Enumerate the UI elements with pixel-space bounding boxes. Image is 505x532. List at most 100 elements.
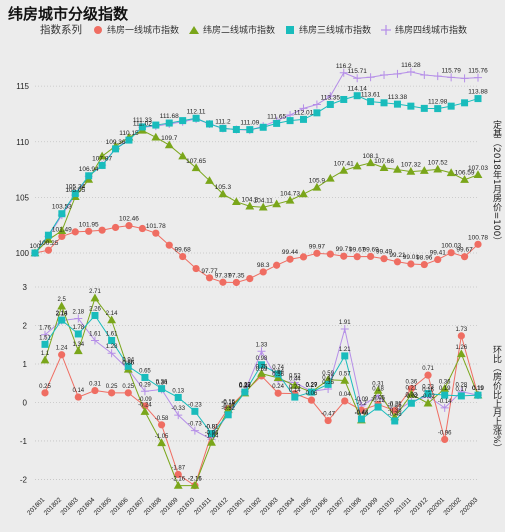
bottom-point-tier1	[124, 389, 132, 397]
top-point-tier2	[419, 166, 429, 174]
bottom-point-tier1	[307, 396, 316, 404]
bottom-data-label-tier4: -0.73	[188, 422, 202, 428]
top-data-label-tier3: 105.34	[65, 184, 85, 191]
bottom-data-label-tier3: -0.23	[188, 402, 202, 408]
bottom-point-tier3	[91, 311, 99, 319]
top-point-tier3	[58, 210, 66, 218]
top-data-label-tier3: 109.36	[106, 139, 126, 146]
bottom-data-label-tier3: 0.13	[172, 388, 184, 394]
bottom-point-tier2	[406, 389, 416, 398]
top-point-tier4	[433, 72, 442, 81]
top-data-label-tier1: 97.77	[201, 268, 218, 275]
top-data-label-tier3: 113.35	[321, 94, 341, 101]
top-point-tier3	[353, 92, 361, 100]
bottom-data-label-tier4: -0.33	[171, 406, 185, 412]
top-point-tier1	[299, 253, 308, 261]
bottom-data-label-tier3: 0.47	[322, 375, 334, 381]
bottom-point-tier1	[341, 397, 349, 405]
bottom-data-label-tier3: 0.36	[156, 380, 168, 386]
top-data-label-tier2: 109.7	[161, 135, 178, 142]
bottom-point-tier4	[440, 403, 449, 412]
top-data-label-tier1: 98.96	[416, 255, 433, 262]
bottom-data-label-tier3: -0.48	[388, 412, 402, 418]
bottom-data-label-tier1: 0.71	[422, 366, 434, 372]
bottom-point-tier4	[190, 426, 199, 435]
bottom-point-tier3	[441, 391, 449, 399]
top-point-tier1	[313, 249, 321, 257]
bottom-point-tier3	[357, 415, 365, 423]
bottom-data-label-tier2: 2.71	[89, 289, 101, 295]
top-data-label-tier1: 99.69	[362, 246, 379, 253]
bottom-data-label-tier1: -0.2	[356, 401, 367, 407]
top-point-tier2	[393, 164, 402, 173]
circle-marker-icon	[94, 25, 102, 34]
top-data-label-tier1: 101.78	[146, 223, 166, 230]
top-point-tier2	[352, 161, 362, 170]
bottom-data-label-tier1: -0.47	[321, 412, 335, 418]
top-data-label-tier2: 107.03	[468, 165, 488, 172]
top-point-tier2	[339, 165, 349, 174]
bottom-point-tier3	[108, 337, 116, 345]
top-point-tier1	[367, 252, 375, 261]
bottom-data-label-tier2: 2.14	[106, 311, 118, 317]
bottom-data-label-tier4: -0.96	[205, 430, 219, 436]
bottom-point-tier3	[191, 407, 199, 415]
bottom-point-tier3	[74, 330, 82, 338]
top-point-tier1	[460, 253, 469, 261]
bottom-data-label-tier4: 0.52	[289, 373, 301, 379]
bottom-point-tier2	[107, 315, 117, 324]
top-point-tier1	[447, 249, 455, 257]
bottom-data-label-tier4: -0.14	[438, 399, 452, 405]
bottom-data-label-tier2: 1.1	[41, 351, 50, 357]
legend-item-tier3[interactable]: 纬房三线城市指数	[284, 23, 371, 36]
top-data-label-tier2: 106.59	[455, 170, 475, 177]
bottom-data-label-tier4: 0.28	[456, 383, 468, 389]
top-point-tier3	[259, 123, 267, 131]
bottom-data-label-tier4: 1.33	[256, 342, 268, 348]
top-point-tier4	[366, 73, 375, 82]
top-point-tier2	[446, 168, 456, 177]
bottom-point-tier3	[41, 340, 49, 348]
top-point-tier3	[125, 136, 133, 144]
top-data-label-tier3: 114.14	[347, 86, 367, 93]
bottom-point-tier2	[423, 398, 433, 407]
legend-item-tier2[interactable]: 纬房二线城市指数	[188, 23, 275, 36]
top-data-label-tier3: 111.65	[267, 113, 286, 120]
legend-item-tier4[interactable]: 纬房四线城市指数	[380, 23, 467, 36]
top-data-label-tier2: 111.02	[133, 120, 152, 127]
top-point-tier3	[85, 172, 93, 180]
top-data-label-tier2: 108.1	[362, 153, 379, 160]
bottom-point-tier1	[407, 385, 415, 393]
bottom-data-label-tier4: 2.13	[56, 311, 68, 317]
bottom-data-label-tier1: 0.14	[72, 388, 84, 394]
bottom-point-tier2	[440, 384, 450, 392]
bottom-point-tier1	[108, 389, 116, 397]
bottom-data-label-tier3: 2.26	[89, 306, 101, 312]
bottom-point-tier3	[274, 370, 282, 378]
bottom-point-tier2	[40, 355, 50, 364]
bottom-point-tier3	[291, 393, 299, 401]
top-point-tier1	[44, 246, 53, 254]
bottom-data-label-tier2: -2.16	[171, 477, 185, 483]
bottom-data-label-tier4: 0.16	[422, 387, 434, 393]
legend-item-tier1[interactable]: 纬房一线城市指数	[92, 23, 179, 36]
top-data-label-tier3: 112.01	[294, 109, 314, 116]
top-point-tier1	[286, 255, 294, 263]
bottom-data-label-tier1: -0.16	[221, 400, 235, 406]
bottom-point-tier3	[158, 385, 166, 393]
bottom-data-label-tier3: 0.27	[239, 383, 251, 389]
bottom-data-label-tier2: 0.57	[339, 372, 351, 378]
top-data-label-tier3: 111.09	[240, 120, 259, 127]
top-point-tier1	[326, 250, 334, 258]
bottom-data-label-tier4: -0.25	[388, 403, 402, 409]
bottom-point-tier2	[373, 385, 383, 394]
top-y-tick-label: 100	[16, 249, 30, 258]
square-marker-icon	[286, 25, 295, 34]
bottom-data-label-tier2: 0.31	[372, 382, 384, 388]
legend-title: 指数系列	[40, 24, 82, 36]
bottom-data-label-tier3: 0.19	[439, 386, 451, 392]
bottom-data-label-tier2: -1.04	[205, 434, 219, 440]
x-tick-label: 202003	[459, 496, 480, 517]
bottom-point-tier3	[241, 388, 249, 396]
bottom-point-tier3	[124, 362, 132, 370]
